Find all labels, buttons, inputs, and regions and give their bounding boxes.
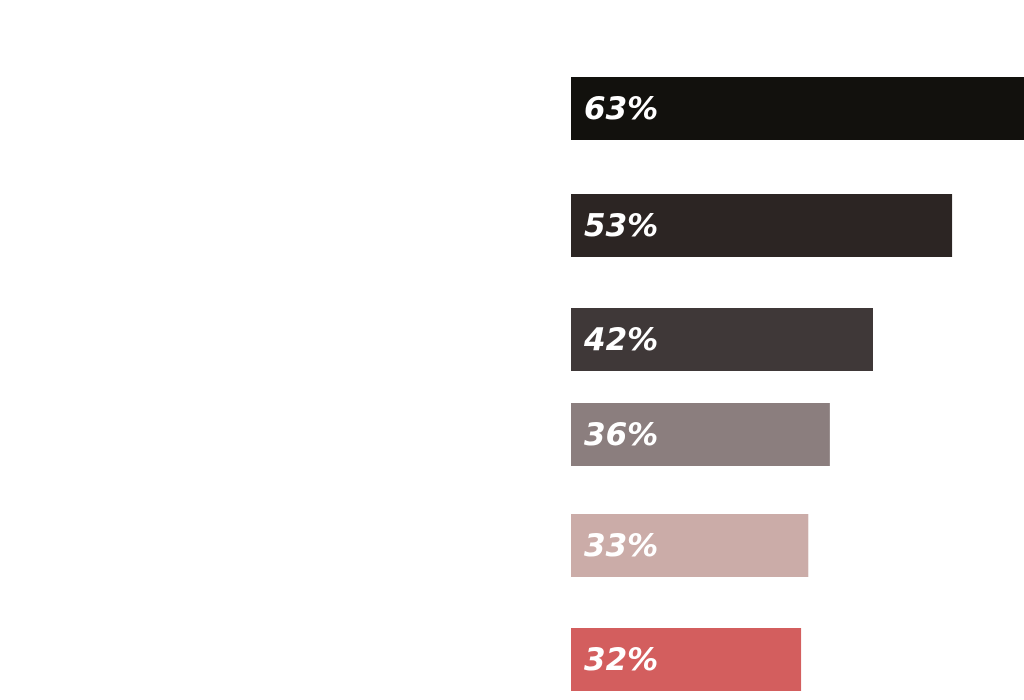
value-label: 36% <box>584 417 658 453</box>
bar <box>571 628 802 691</box>
value-label: 32% <box>584 642 658 678</box>
value-label: 53% <box>584 208 658 244</box>
value-label: 63% <box>584 91 658 127</box>
bar <box>571 308 873 371</box>
value-label: 42% <box>583 322 658 358</box>
bar <box>571 194 953 257</box>
bar <box>571 77 1024 140</box>
bar <box>571 403 830 466</box>
value-label: 33% <box>584 528 658 564</box>
bar <box>571 514 809 577</box>
